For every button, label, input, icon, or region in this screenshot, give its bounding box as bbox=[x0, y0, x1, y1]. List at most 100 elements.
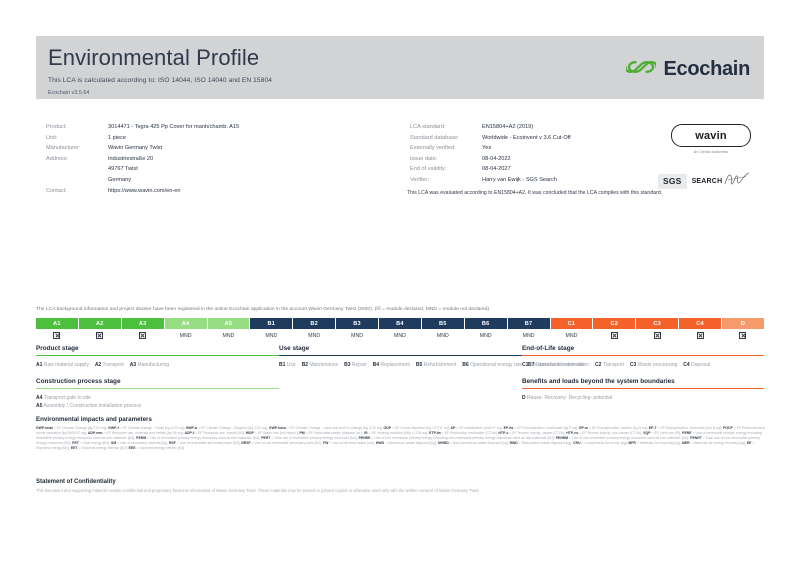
stage-item-b2: B2 Maintenance bbox=[301, 361, 339, 368]
stage-item-code: C2 bbox=[595, 361, 602, 368]
stage-item-code: A2 bbox=[94, 361, 102, 368]
handwritten-signature-icon bbox=[724, 171, 750, 192]
module-header-a1: A1 bbox=[36, 318, 78, 329]
module-header-b6: B6 bbox=[464, 318, 507, 329]
stage-title-construction: Construction process stage bbox=[36, 378, 121, 386]
stage-item-code: C4 bbox=[683, 361, 690, 368]
module-header-c1: C1 bbox=[550, 318, 593, 329]
stage-item-c2: C2 Transport bbox=[595, 361, 624, 368]
stage-title-benefits: Benefits and loads beyond the system bou… bbox=[522, 378, 675, 386]
stage-group-product: Product stage A1 Raw material supply A2 T… bbox=[36, 345, 279, 411]
module-column-a3: A3 bbox=[121, 318, 165, 342]
impact-abbr: HWD bbox=[375, 441, 385, 446]
checked-box-icon bbox=[696, 332, 704, 339]
certification-logos: wavin An Orbia business SGS SEARCH bbox=[656, 122, 766, 192]
module-column-a5: A5 MND bbox=[207, 318, 251, 342]
stage-item-b1: B1 Use bbox=[279, 361, 296, 368]
impact-abbr: PM bbox=[299, 431, 305, 436]
impact-abbr: EP-fw bbox=[503, 426, 514, 430]
module-header-d: D bbox=[722, 318, 764, 329]
impact-abbr: HTP-c bbox=[498, 431, 509, 436]
stage-item-code: B2 bbox=[301, 361, 309, 368]
meta-left-column: Product: 3014471 - Tegra 425 Pp Cover for… bbox=[46, 122, 410, 196]
stage-item-code: A3 bbox=[129, 361, 137, 368]
impact-abbr: PENRM bbox=[555, 436, 569, 441]
document-header: Environmental Profile This LCA is calcul… bbox=[36, 36, 764, 99]
stage-item-code: B3 bbox=[344, 361, 351, 368]
stage-rule-use bbox=[279, 354, 522, 357]
ecochain-logo: Ecochain bbox=[624, 58, 750, 81]
stage-group-use: Use stage B1 Use B2 Maintenance B3 Repair B… bbox=[279, 345, 585, 411]
sgs-search-stamp: SGS SEARCH bbox=[658, 171, 766, 192]
module-value-c1: MND bbox=[550, 329, 593, 342]
stage-item-b3: B3 Repair bbox=[344, 361, 367, 368]
stage-title-product: Product stage bbox=[36, 345, 79, 352]
impact-abbr: IR bbox=[364, 431, 368, 436]
module-header-b5: B5 bbox=[421, 318, 464, 329]
module-declaration-table: A1 A2 A3 A4 MND A5 MND B1 MND B2 MND B3 MND B4 MND B5 MN… bbox=[36, 318, 764, 342]
checked-box-icon bbox=[653, 332, 661, 339]
module-column-a2: A2 bbox=[78, 318, 122, 342]
meta-value: 08-04-2022 bbox=[482, 155, 511, 162]
stage-item-code: C1 bbox=[522, 361, 529, 368]
impact-abbr: RSF bbox=[168, 441, 176, 446]
sgs-label: SGS bbox=[658, 173, 687, 189]
module-value-b3: MND bbox=[336, 329, 378, 342]
meta-value: https://www.wavin.com/en-en bbox=[108, 187, 181, 194]
impact-abbr: ODP bbox=[383, 426, 392, 430]
stage-item-a2: A2 Transport bbox=[94, 361, 124, 368]
impact-abbr: ADP-f bbox=[184, 431, 195, 436]
meta-value: 1 piece bbox=[108, 134, 127, 141]
wavin-tagline: An Orbia business bbox=[693, 149, 729, 154]
module-value-a4: MND bbox=[164, 329, 207, 342]
impact-abbr: SQP bbox=[643, 431, 651, 436]
module-column-c3: C3 bbox=[636, 318, 680, 342]
header-version: Ecochain v3.5.64 bbox=[48, 90, 90, 96]
stage-item-code: A1 bbox=[36, 361, 43, 368]
module-value-b5: MND bbox=[421, 329, 464, 342]
meta-value: Yes bbox=[482, 145, 492, 152]
meta-label: Product: bbox=[46, 124, 67, 130]
stage-items-product: A1 Raw material supply A2 Transport A3 Man… bbox=[36, 361, 279, 370]
module-value-b7: MND bbox=[507, 329, 550, 342]
stage-item-c3: C3 Waste processing bbox=[629, 361, 678, 368]
meta-label: End of validity: bbox=[410, 166, 447, 173]
impact-abbr: EEE bbox=[128, 446, 136, 451]
infinity-loop-icon bbox=[624, 59, 659, 80]
module-value-c3 bbox=[636, 329, 679, 342]
meta-value: Industriestraße 20 49767 Twist Germany bbox=[108, 155, 154, 183]
checked-box-icon bbox=[610, 332, 618, 339]
impact-abbr: MER bbox=[681, 441, 690, 446]
impact-abbr: NHWD bbox=[438, 441, 449, 446]
module-column-b2: B2 MND bbox=[293, 318, 337, 342]
meta-right-column: LCA standard: EN15804+A2 (2019) Standard d… bbox=[410, 122, 660, 196]
product-metadata: Product: 3014471 - Tegra 425 Pp Cover for… bbox=[46, 122, 764, 196]
checked-box-icon bbox=[53, 332, 61, 339]
stage-item-code: A4 bbox=[36, 394, 43, 401]
meta-row: Manufacturer: Wavin Germany Twist bbox=[46, 143, 410, 154]
impact-abbr: GWP-luluc bbox=[268, 426, 287, 430]
impact-abbr: PET bbox=[72, 441, 79, 446]
module-column-b6: B6 MND bbox=[464, 318, 508, 342]
stage-item-d: D Reuse- Recovery- Recycling- potential bbox=[522, 394, 613, 401]
meta-row: Standard database: Worldwide - Ecoinvent … bbox=[410, 133, 660, 144]
impact-abbr: PERT bbox=[261, 436, 271, 441]
stage-item-a3: A3 Manufacturing bbox=[129, 361, 170, 368]
meta-value: 08-04-2027 bbox=[482, 166, 511, 173]
stage-items-use: B1 Use B2 Maintenance B3 Repair B4 Replacem… bbox=[279, 361, 585, 370]
meta-row: Unit: 1 piece bbox=[46, 133, 410, 144]
search-label: SEARCH bbox=[691, 177, 723, 185]
stage-item-c4: C4 Disposal bbox=[683, 361, 711, 368]
module-value-d bbox=[722, 329, 764, 342]
stage-rule-construction bbox=[36, 387, 279, 390]
module-header-b4: B4 bbox=[379, 318, 421, 329]
stage-item-code: D bbox=[522, 394, 526, 401]
stage-items-construction: A4 Transport gate to site A5 Assembly / C… bbox=[36, 394, 279, 411]
stage-item-b6: B6 Operational energy use bbox=[462, 361, 523, 368]
stage-title-use: Use stage bbox=[279, 345, 310, 352]
module-value-b2: MND bbox=[293, 329, 336, 342]
impacts-parameters-section: Environmental impacts and parameters GWP… bbox=[36, 416, 766, 451]
module-header-b2: B2 bbox=[293, 318, 336, 329]
stage-item-b5: B5 Refurbishment bbox=[415, 361, 457, 368]
